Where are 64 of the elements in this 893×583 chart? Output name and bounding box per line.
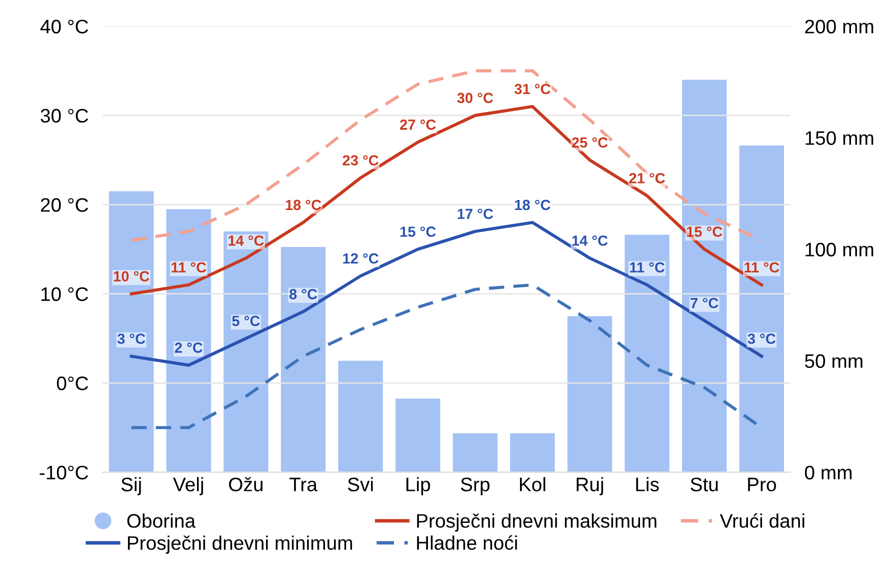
legend-label: Prosječni dnevni minimum xyxy=(128,536,352,554)
data-label: 23 °C xyxy=(342,155,378,166)
bar xyxy=(510,433,555,472)
bar xyxy=(338,360,383,472)
bar xyxy=(280,247,326,472)
bar xyxy=(624,234,670,472)
data-label: 3 °C xyxy=(748,334,776,344)
x-tick-label: Lip xyxy=(406,477,430,496)
y-tick-label: 20 °C xyxy=(40,198,88,212)
data-label: 8 °C xyxy=(289,288,318,300)
data-label: 18 °C xyxy=(286,200,322,210)
legend-label: Oborina xyxy=(127,514,196,528)
y2-tick-label: 50 mm xyxy=(804,354,862,368)
data-label: 17 °C xyxy=(458,208,494,220)
data-label: 7 °C xyxy=(690,298,718,308)
y-tick-label: 30 °C xyxy=(40,108,88,123)
x-tick-label: Sij xyxy=(121,477,141,496)
x-tick-label: Ožu xyxy=(229,477,262,492)
data-label: 5 °C xyxy=(232,316,260,326)
data-label: 11 °C xyxy=(744,262,780,273)
x-tick-label: Tra xyxy=(289,478,318,492)
bar xyxy=(452,433,498,472)
bar xyxy=(224,231,268,472)
legend-label: Hladne noći xyxy=(417,535,517,550)
y-tick-label: 40 °C xyxy=(40,20,88,34)
x-tick-label: Stu xyxy=(690,478,718,492)
x-tick-label: Velj xyxy=(173,477,204,496)
data-label: 10 °C xyxy=(114,271,150,282)
y2-tick-label: 200 mm xyxy=(805,20,874,34)
data-label: 2 °C xyxy=(174,342,203,353)
legend-label: Vrući dani xyxy=(720,513,804,528)
y-tick-label: 10 °C xyxy=(41,287,88,302)
y2-tick-label: 0 mm xyxy=(804,466,852,480)
data-label: 12 °C xyxy=(343,253,378,264)
bar xyxy=(567,316,612,472)
bar xyxy=(396,398,440,472)
legend-label: Prosječni dnevni maksimum xyxy=(417,513,656,532)
bar xyxy=(682,80,727,472)
bar xyxy=(166,209,211,472)
x-tick-label: Svi xyxy=(348,477,373,492)
data-label: 30 °C xyxy=(457,92,494,104)
data-label: 15 °C xyxy=(400,226,436,237)
x-tick-label: Kol xyxy=(520,477,546,492)
y2-tick-label: 150 mm xyxy=(806,131,874,145)
y2-tick-label: 100 mm xyxy=(806,242,874,256)
bar xyxy=(109,191,154,472)
x-tick-label: Ruj xyxy=(576,477,604,496)
data-label: 15 °C xyxy=(686,226,722,237)
data-label: 14 °C xyxy=(572,235,608,246)
data-label: 14 °C xyxy=(228,235,264,246)
data-label: 11 °C xyxy=(630,262,665,273)
data-label: 18 °C xyxy=(515,200,550,210)
x-tick-label: Srp xyxy=(460,478,490,496)
data-label: 21 °C xyxy=(629,173,665,184)
data-label: 31 °C xyxy=(514,84,550,94)
data-label: 11 °C xyxy=(172,262,206,273)
y-tick-label: 0°C xyxy=(56,376,88,390)
data-label: 27 °C xyxy=(400,120,436,130)
x-tick-label: Pro xyxy=(748,478,776,492)
data-label: 25 °C xyxy=(572,137,608,148)
data-label: 3 °C xyxy=(117,334,146,344)
x-tick-label: Lis xyxy=(636,477,659,492)
bar xyxy=(739,146,784,472)
y-tick-label: -10°C xyxy=(40,466,88,480)
